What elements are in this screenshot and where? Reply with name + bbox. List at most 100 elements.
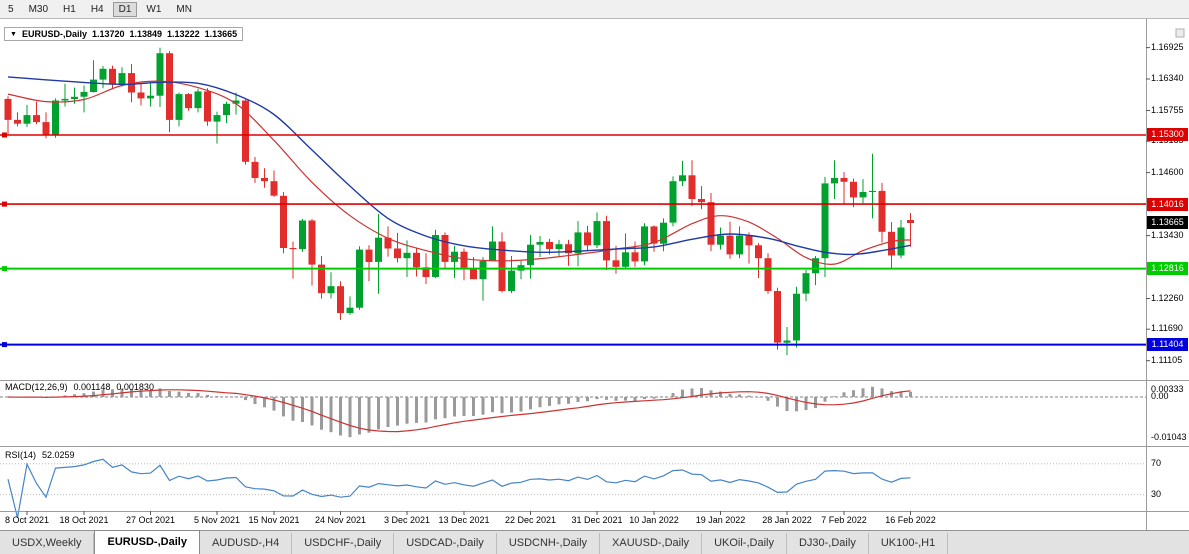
candle-body bbox=[489, 241, 496, 261]
tab-uk100-h1[interactable]: UK100-,H1 bbox=[868, 533, 949, 554]
price-tick-label: 1.15755 bbox=[1151, 104, 1184, 115]
time-axis-label: 3 Dec 2021 bbox=[383, 515, 431, 525]
level-line-handle[interactable] bbox=[2, 201, 7, 207]
candle-body bbox=[251, 161, 259, 178]
candle-body bbox=[318, 264, 325, 294]
ohlc-high-value: 1.13849 bbox=[129, 29, 163, 39]
level-price-badge: 1.11404 bbox=[1147, 338, 1188, 352]
candle-body bbox=[356, 249, 363, 308]
candle-body bbox=[346, 307, 354, 314]
rsi-value: 52.0259 bbox=[42, 450, 75, 460]
candle-body bbox=[4, 98, 12, 120]
candle-body bbox=[888, 231, 895, 256]
candle-body bbox=[147, 95, 154, 99]
candle-body bbox=[650, 226, 658, 244]
ma-fast-red-line bbox=[7, 80, 911, 265]
level-line-handle[interactable] bbox=[2, 132, 7, 138]
candle-body bbox=[337, 286, 344, 314]
tab-usdcnh-daily[interactable]: USDCNH-,Daily bbox=[496, 533, 601, 554]
timeframe-button-mn[interactable]: MN bbox=[176, 3, 192, 15]
candle-body bbox=[584, 232, 591, 246]
candle-body bbox=[308, 220, 316, 265]
candle-body bbox=[574, 232, 582, 254]
rsi-line bbox=[7, 458, 911, 518]
candle-body bbox=[622, 252, 629, 267]
candle-body bbox=[878, 190, 886, 232]
candle-body bbox=[403, 252, 411, 259]
candle-body bbox=[137, 92, 145, 99]
price-tick-label: 1.13430 bbox=[1151, 229, 1184, 240]
candle-body bbox=[593, 221, 601, 246]
rsi-indicator-label: RSI(14) 52.0259 bbox=[5, 450, 75, 460]
candle-body bbox=[261, 178, 268, 182]
tab-xauusd-daily[interactable]: XAUUSD-,Daily bbox=[600, 533, 703, 554]
tab-usdcad-daily[interactable]: USDCAD-,Daily bbox=[394, 533, 497, 554]
candle-body bbox=[536, 242, 544, 245]
candle-body bbox=[859, 192, 867, 198]
candle-body bbox=[527, 244, 534, 266]
price-tick-label: 1.14600 bbox=[1151, 166, 1184, 177]
tab-dj30-daily[interactable]: DJ30-,Daily bbox=[786, 533, 869, 554]
level-line-handle[interactable] bbox=[2, 342, 7, 348]
candle-body bbox=[498, 241, 506, 291]
candle-body bbox=[565, 244, 572, 254]
candle-body bbox=[612, 260, 620, 267]
tab-audusd-h4[interactable]: AUDUSD-,H4 bbox=[199, 533, 293, 554]
macd-axis-zero-label: 0.00 bbox=[1151, 391, 1169, 402]
candle-body bbox=[726, 235, 734, 255]
chart-tabs-bar: USDX,Weekly EURUSD-,Daily AUDUSD-,H4 USDCHF… bbox=[0, 530, 1189, 554]
macd-signal-line bbox=[7, 389, 911, 433]
timeframe-button-5[interactable]: 5 bbox=[8, 3, 14, 15]
candle-body bbox=[717, 235, 724, 245]
candle-body bbox=[413, 252, 420, 268]
price-tick-label: 1.12260 bbox=[1151, 292, 1184, 303]
time-axis-label: 10 Jan 2022 bbox=[629, 515, 679, 525]
chart-ohlc-header[interactable]: ▼ EURUSD-,Daily 1.13720 1.13849 1.13222 … bbox=[4, 27, 244, 41]
time-axis-label: 27 Oct 2021 bbox=[125, 515, 176, 525]
candle-body bbox=[688, 175, 696, 199]
candle-body bbox=[631, 252, 639, 262]
candle-body bbox=[897, 227, 905, 256]
rsi-level-label: 30 bbox=[1151, 488, 1162, 499]
price-tick-label: 1.16925 bbox=[1151, 41, 1184, 52]
symbol-dropdown-icon[interactable]: ▼ bbox=[10, 30, 17, 38]
candle-body bbox=[166, 53, 173, 120]
time-axis-label: 19 Jan 2022 bbox=[695, 515, 746, 525]
level-line-handle[interactable] bbox=[2, 266, 7, 272]
current-price-badge: 1.13665 bbox=[1147, 216, 1188, 230]
candle-body bbox=[128, 73, 135, 93]
candle-body bbox=[422, 267, 430, 277]
tab-eurusd-daily[interactable]: EURUSD-,Daily bbox=[94, 530, 200, 554]
tab-usdchf-daily[interactable]: USDCHF-,Daily bbox=[292, 533, 395, 554]
candle-body bbox=[223, 103, 230, 116]
candle-body bbox=[365, 249, 373, 262]
candle-body bbox=[840, 178, 848, 182]
candle-body bbox=[384, 237, 392, 249]
candle-body bbox=[280, 195, 287, 248]
timeframe-button-h4[interactable]: H4 bbox=[90, 3, 104, 15]
tab-ukoil-daily[interactable]: UKOil-,Daily bbox=[702, 533, 787, 554]
candle-body bbox=[118, 73, 126, 85]
candle-body bbox=[736, 235, 743, 255]
timeframe-button-h1[interactable]: H1 bbox=[63, 3, 76, 15]
timeframe-button-w1[interactable]: W1 bbox=[146, 3, 162, 15]
timeframe-button-m30[interactable]: M30 bbox=[28, 3, 49, 15]
candle-body bbox=[669, 181, 677, 223]
macd-axis-max-label: 0.00333 bbox=[1151, 384, 1184, 394]
time-axis-label: 28 Jan 2022 bbox=[762, 515, 812, 525]
candle-body bbox=[470, 267, 477, 280]
time-axis-label: 7 Feb 2022 bbox=[821, 515, 867, 525]
candle-body bbox=[774, 291, 781, 343]
candle-body bbox=[460, 251, 468, 268]
chart-corner-marker bbox=[1175, 28, 1185, 38]
candle-body bbox=[42, 122, 50, 135]
timeframe-button-d1[interactable]: D1 bbox=[112, 1, 138, 17]
timeframe-toolbar: 5 M30 H1 H4 D1 W1 MN bbox=[0, 0, 1189, 19]
tab-usdx-weekly[interactable]: USDX,Weekly bbox=[0, 533, 95, 554]
candle-body bbox=[99, 68, 107, 80]
candle-body bbox=[745, 235, 753, 246]
chart-symbol-label: EURUSD-,Daily bbox=[21, 29, 87, 39]
macd-axis-min-label: -0.01043 bbox=[1151, 432, 1187, 442]
candle-body bbox=[755, 245, 762, 259]
